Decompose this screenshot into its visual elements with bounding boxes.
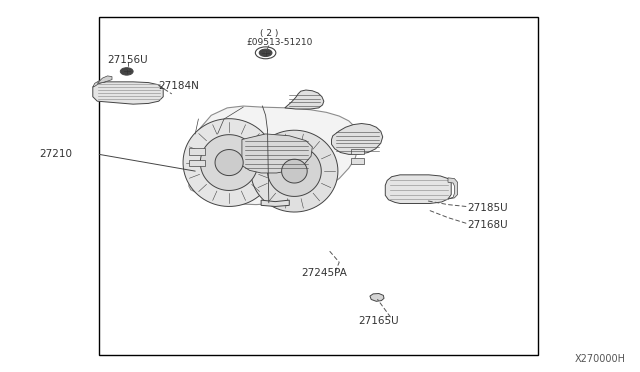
- Bar: [189, 148, 205, 155]
- Bar: [351, 149, 364, 154]
- Bar: [189, 160, 205, 166]
- Text: 27156U: 27156U: [108, 55, 148, 64]
- Polygon shape: [268, 146, 321, 196]
- Polygon shape: [189, 106, 358, 205]
- Polygon shape: [385, 175, 451, 203]
- Polygon shape: [200, 135, 258, 190]
- Text: 27245PA: 27245PA: [301, 269, 347, 278]
- Text: 27210: 27210: [40, 150, 73, 159]
- Polygon shape: [261, 200, 289, 206]
- Polygon shape: [370, 294, 384, 301]
- Circle shape: [259, 49, 272, 57]
- Text: 27184N: 27184N: [159, 81, 200, 90]
- Text: 27165U: 27165U: [358, 316, 399, 326]
- Polygon shape: [215, 150, 243, 176]
- Polygon shape: [282, 159, 307, 183]
- Polygon shape: [448, 178, 458, 199]
- Bar: [351, 158, 364, 164]
- Text: 27168U: 27168U: [467, 220, 508, 230]
- Polygon shape: [242, 134, 312, 173]
- Polygon shape: [183, 119, 275, 206]
- Text: £09513-51210: £09513-51210: [246, 38, 313, 47]
- Polygon shape: [332, 124, 383, 154]
- Text: 27185U: 27185U: [467, 203, 508, 213]
- Text: X270000H: X270000H: [575, 354, 626, 364]
- Polygon shape: [97, 76, 112, 83]
- Text: ( 2 ): ( 2 ): [260, 29, 278, 38]
- Polygon shape: [285, 90, 324, 109]
- Bar: [99, 17, 538, 355]
- Circle shape: [120, 68, 133, 75]
- Polygon shape: [93, 80, 106, 87]
- Polygon shape: [251, 130, 338, 212]
- Polygon shape: [93, 82, 163, 104]
